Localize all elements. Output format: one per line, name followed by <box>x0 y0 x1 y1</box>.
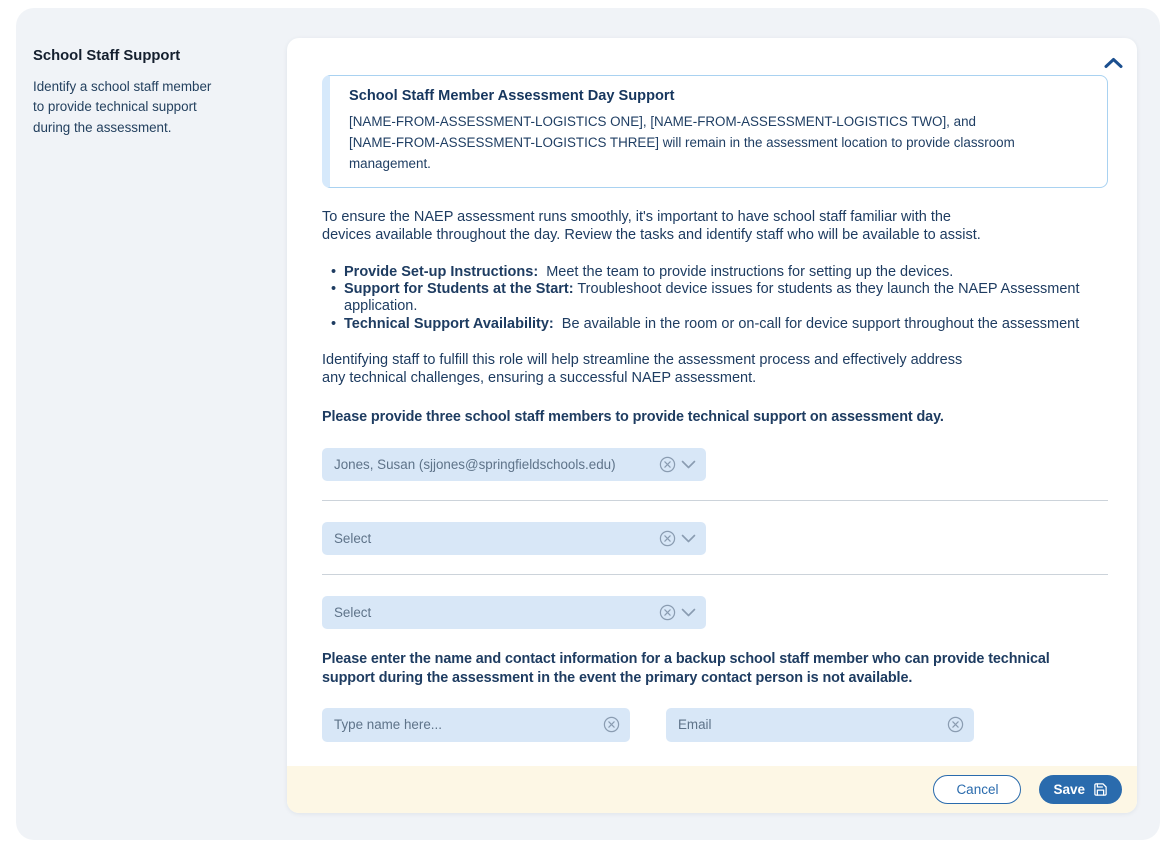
save-icon <box>1093 782 1108 797</box>
collapse-section-button[interactable] <box>1100 50 1126 76</box>
backup-name-field <box>322 707 630 742</box>
card-body: School Staff Member Assessment Day Suppo… <box>287 38 1137 766</box>
task-list: Provide Set-up Instructions: Meet the te… <box>322 264 1108 334</box>
clear-selection-icon[interactable] <box>659 456 676 473</box>
chevron-down-icon[interactable] <box>681 608 696 617</box>
staff-select-2[interactable]: Select <box>322 522 706 556</box>
save-button-label: Save <box>1053 782 1085 797</box>
bullet-label: Provide Set-up Instructions: <box>344 263 539 280</box>
cancel-button-label: Cancel <box>956 782 999 797</box>
chevron-up-icon <box>1104 57 1123 69</box>
staff-select-3[interactable]: Select <box>322 596 706 630</box>
divider <box>322 574 1108 576</box>
section-title: School Staff Support <box>33 48 181 64</box>
closing-text: Identifying staff to fulfill this role w… <box>322 352 963 386</box>
bullet-text: Be available in the room or on-call for … <box>553 315 1080 332</box>
chevron-down-icon[interactable] <box>681 534 696 543</box>
form-footer: Cancel Save <box>287 766 1137 813</box>
task-list-item: Support for Students at the Start: Troub… <box>331 280 1108 316</box>
clear-selection-icon[interactable] <box>659 530 676 547</box>
task-list-item: Provide Set-up Instructions: Meet the te… <box>331 263 1108 282</box>
divider <box>322 500 1108 502</box>
bullet-label: Support for Students at the Start: <box>344 280 574 297</box>
backup-prompt: Please enter the name and contact inform… <box>322 651 1050 686</box>
callout-body: [NAME-FROM-ASSESSMENT-LOGISTICS ONE], [N… <box>349 114 1015 172</box>
task-list-item: Technical Support Availability: Be avail… <box>331 315 1108 334</box>
chevron-down-icon[interactable] <box>681 460 696 469</box>
section-header: School Staff Support Identify a school s… <box>33 48 281 138</box>
school-staff-support-card: School Staff Member Assessment Day Suppo… <box>287 38 1137 813</box>
info-callout: School Staff Member Assessment Day Suppo… <box>322 75 1108 189</box>
intro-text: To ensure the NAEP assessment runs smoot… <box>322 209 981 243</box>
staff-select-1[interactable]: Jones, Susan (sjjones@springfieldschools… <box>322 448 706 482</box>
cancel-button[interactable]: Cancel <box>933 775 1022 804</box>
clear-selection-icon[interactable] <box>659 604 676 621</box>
staff-prompt: Please provide three school staff member… <box>322 409 944 426</box>
backup-name-input[interactable] <box>334 717 603 733</box>
clear-input-icon[interactable] <box>603 716 620 733</box>
callout-title: School Staff Member Assessment Day Suppo… <box>349 88 675 104</box>
bullet-text: Meet the team to provide instructions fo… <box>538 263 954 280</box>
save-button[interactable]: Save <box>1039 775 1122 804</box>
backup-email-field <box>666 707 974 742</box>
select-value: Jones, Susan (sjjones@springfieldschools… <box>334 457 616 473</box>
page-background: School Staff Support Identify a school s… <box>16 8 1160 840</box>
backup-email-input[interactable] <box>678 717 947 733</box>
section-description: Identify a school staff member to provid… <box>33 79 212 135</box>
backup-inputs-row <box>322 707 1108 742</box>
clear-input-icon[interactable] <box>947 716 964 733</box>
select-value: Select <box>334 531 372 547</box>
bullet-label: Technical Support Availability: <box>344 315 554 332</box>
bullet-text: Troubleshoot device issues for students … <box>344 280 1080 315</box>
select-value: Select <box>334 605 372 621</box>
